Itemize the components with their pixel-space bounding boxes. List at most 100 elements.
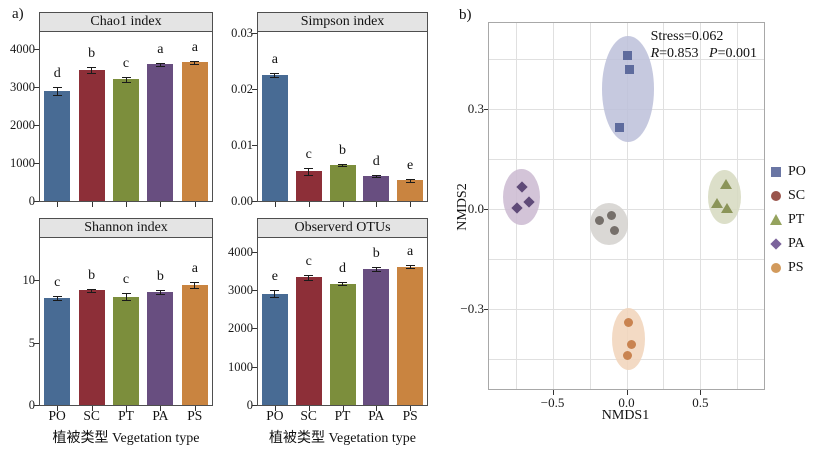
point-SC-circle (607, 211, 617, 221)
error-bar-cap (371, 267, 381, 269)
y-tick-label: 2000 (228, 321, 253, 336)
nmds-legend: PO SC PT PA PS (770, 160, 806, 280)
bar-PT (329, 283, 356, 405)
significance-letter: e (406, 157, 414, 173)
gridline-vertical (700, 23, 702, 389)
y-tick-mark (34, 405, 39, 406)
chart-title-strip: Shannon index (39, 218, 213, 238)
significance-letter: a (406, 244, 414, 260)
category-label: PT (334, 408, 351, 423)
y-tick-mark (34, 201, 39, 202)
bar-PA (147, 291, 174, 405)
error-bar-cap (338, 285, 347, 287)
x-tick-mark (274, 202, 276, 207)
point-PS-circle (623, 317, 633, 327)
significance-letter: b (88, 45, 96, 61)
x-axis-label: 植被类型 Vegetation type (52, 431, 200, 446)
r-value: R=0.853 (650, 46, 699, 61)
significance-letter: a (191, 261, 198, 277)
chart-title: Shannon index (84, 220, 168, 235)
error-bar (125, 77, 127, 82)
y-tick-label: 0.03 (231, 26, 253, 41)
legend-label: PS (788, 260, 804, 275)
r-p-values: R=0.853 P=0.001 (651, 45, 757, 62)
x-tick-mark (376, 406, 378, 411)
x-tick-mark (194, 202, 196, 207)
bar-PA (363, 269, 390, 405)
error-bar-cap (121, 77, 131, 79)
x-tick-mark (160, 406, 162, 411)
gridline-vertical (626, 23, 628, 389)
error-bar-cap (155, 289, 165, 291)
bar-SC (78, 290, 105, 405)
error-bar-cap (338, 165, 347, 167)
legend-marker-shape (770, 214, 782, 225)
category-label: PS (402, 408, 418, 423)
error-bar-cap (304, 167, 314, 169)
stress-value: Stress=0.062 (650, 29, 724, 44)
cluster-ellipse-PT (708, 169, 742, 225)
circle-icon (770, 262, 783, 274)
panel-a-label: a) (12, 6, 24, 22)
y-tick-label: 10 (22, 273, 36, 288)
x-tick-mark (308, 202, 310, 207)
y-tick-label: 1000 (10, 156, 35, 171)
error-bar (274, 72, 276, 78)
significance-letter: c (122, 56, 130, 72)
legend-item-po: PO (770, 160, 806, 184)
bar-PO (44, 90, 71, 201)
error-bar-cap (155, 62, 165, 64)
y-tick-mark (252, 145, 257, 147)
nmds-y-tick-label: 0.0 (467, 201, 484, 216)
error-bar-cap (405, 181, 415, 183)
error-bar-cap (52, 299, 62, 301)
y-tick-label: 0 (28, 398, 35, 412)
significance-letter: e (271, 269, 278, 285)
legend-marker-shape (771, 167, 781, 177)
category-label: PS (187, 408, 203, 423)
nmds-y-tick-mark (484, 109, 488, 110)
error-bar-cap (371, 271, 381, 273)
bar-PS (397, 266, 424, 405)
legend-marker-shape (770, 238, 782, 250)
significance-letter: b (156, 268, 164, 284)
y-tick-mark (34, 280, 39, 282)
error-bar (56, 295, 58, 300)
significance-letter: d (339, 260, 346, 276)
y-tick-mark (252, 33, 257, 35)
category-label: SC (83, 408, 100, 423)
y-tick-mark (34, 49, 39, 51)
nmds-x-tick-label: −0.5 (540, 395, 565, 410)
x-tick-mark (91, 202, 93, 207)
error-bar-cap (405, 268, 415, 270)
error-bar-cap (304, 274, 314, 276)
y-tick-label: 0 (28, 194, 35, 208)
legend-item-ps: PS (770, 256, 806, 280)
legend-label: SC (788, 188, 806, 203)
error-bar-cap (304, 279, 314, 281)
error-bar-cap (87, 73, 97, 75)
error-bar-cap (87, 291, 97, 293)
circle-icon (770, 190, 783, 202)
y-tick-label: 0 (246, 398, 253, 412)
legend-item-pt: PT (770, 208, 806, 232)
bar-PS (181, 62, 208, 201)
bar-PA (147, 64, 174, 201)
point-PT-triangle (719, 179, 732, 189)
y-tick-label: 3000 (10, 80, 35, 95)
chart-shannon-index: Shannon index 0 5 10 c b c b a PO SC PT PA PS 植被类型 Veg… (23, 218, 213, 446)
error-bar (308, 167, 310, 175)
error-bar-cap (190, 60, 200, 62)
point-PO-square (623, 51, 633, 61)
error-bar-cap (121, 293, 131, 295)
x-tick-mark (410, 202, 412, 207)
y-tick-mark (252, 251, 257, 253)
error-bar-cap (190, 63, 200, 65)
significance-letter: d (372, 153, 380, 169)
nmds-y-tick-label: 0.3 (467, 101, 484, 116)
error-bar-cap (270, 77, 280, 79)
bar-plot-area: 0 1000 2000 3000 4000 e c d b a (228, 237, 428, 412)
y-tick-label: 0.01 (231, 138, 253, 153)
y-tick-label: 5 (28, 335, 35, 350)
error-bar-cap (270, 290, 280, 292)
